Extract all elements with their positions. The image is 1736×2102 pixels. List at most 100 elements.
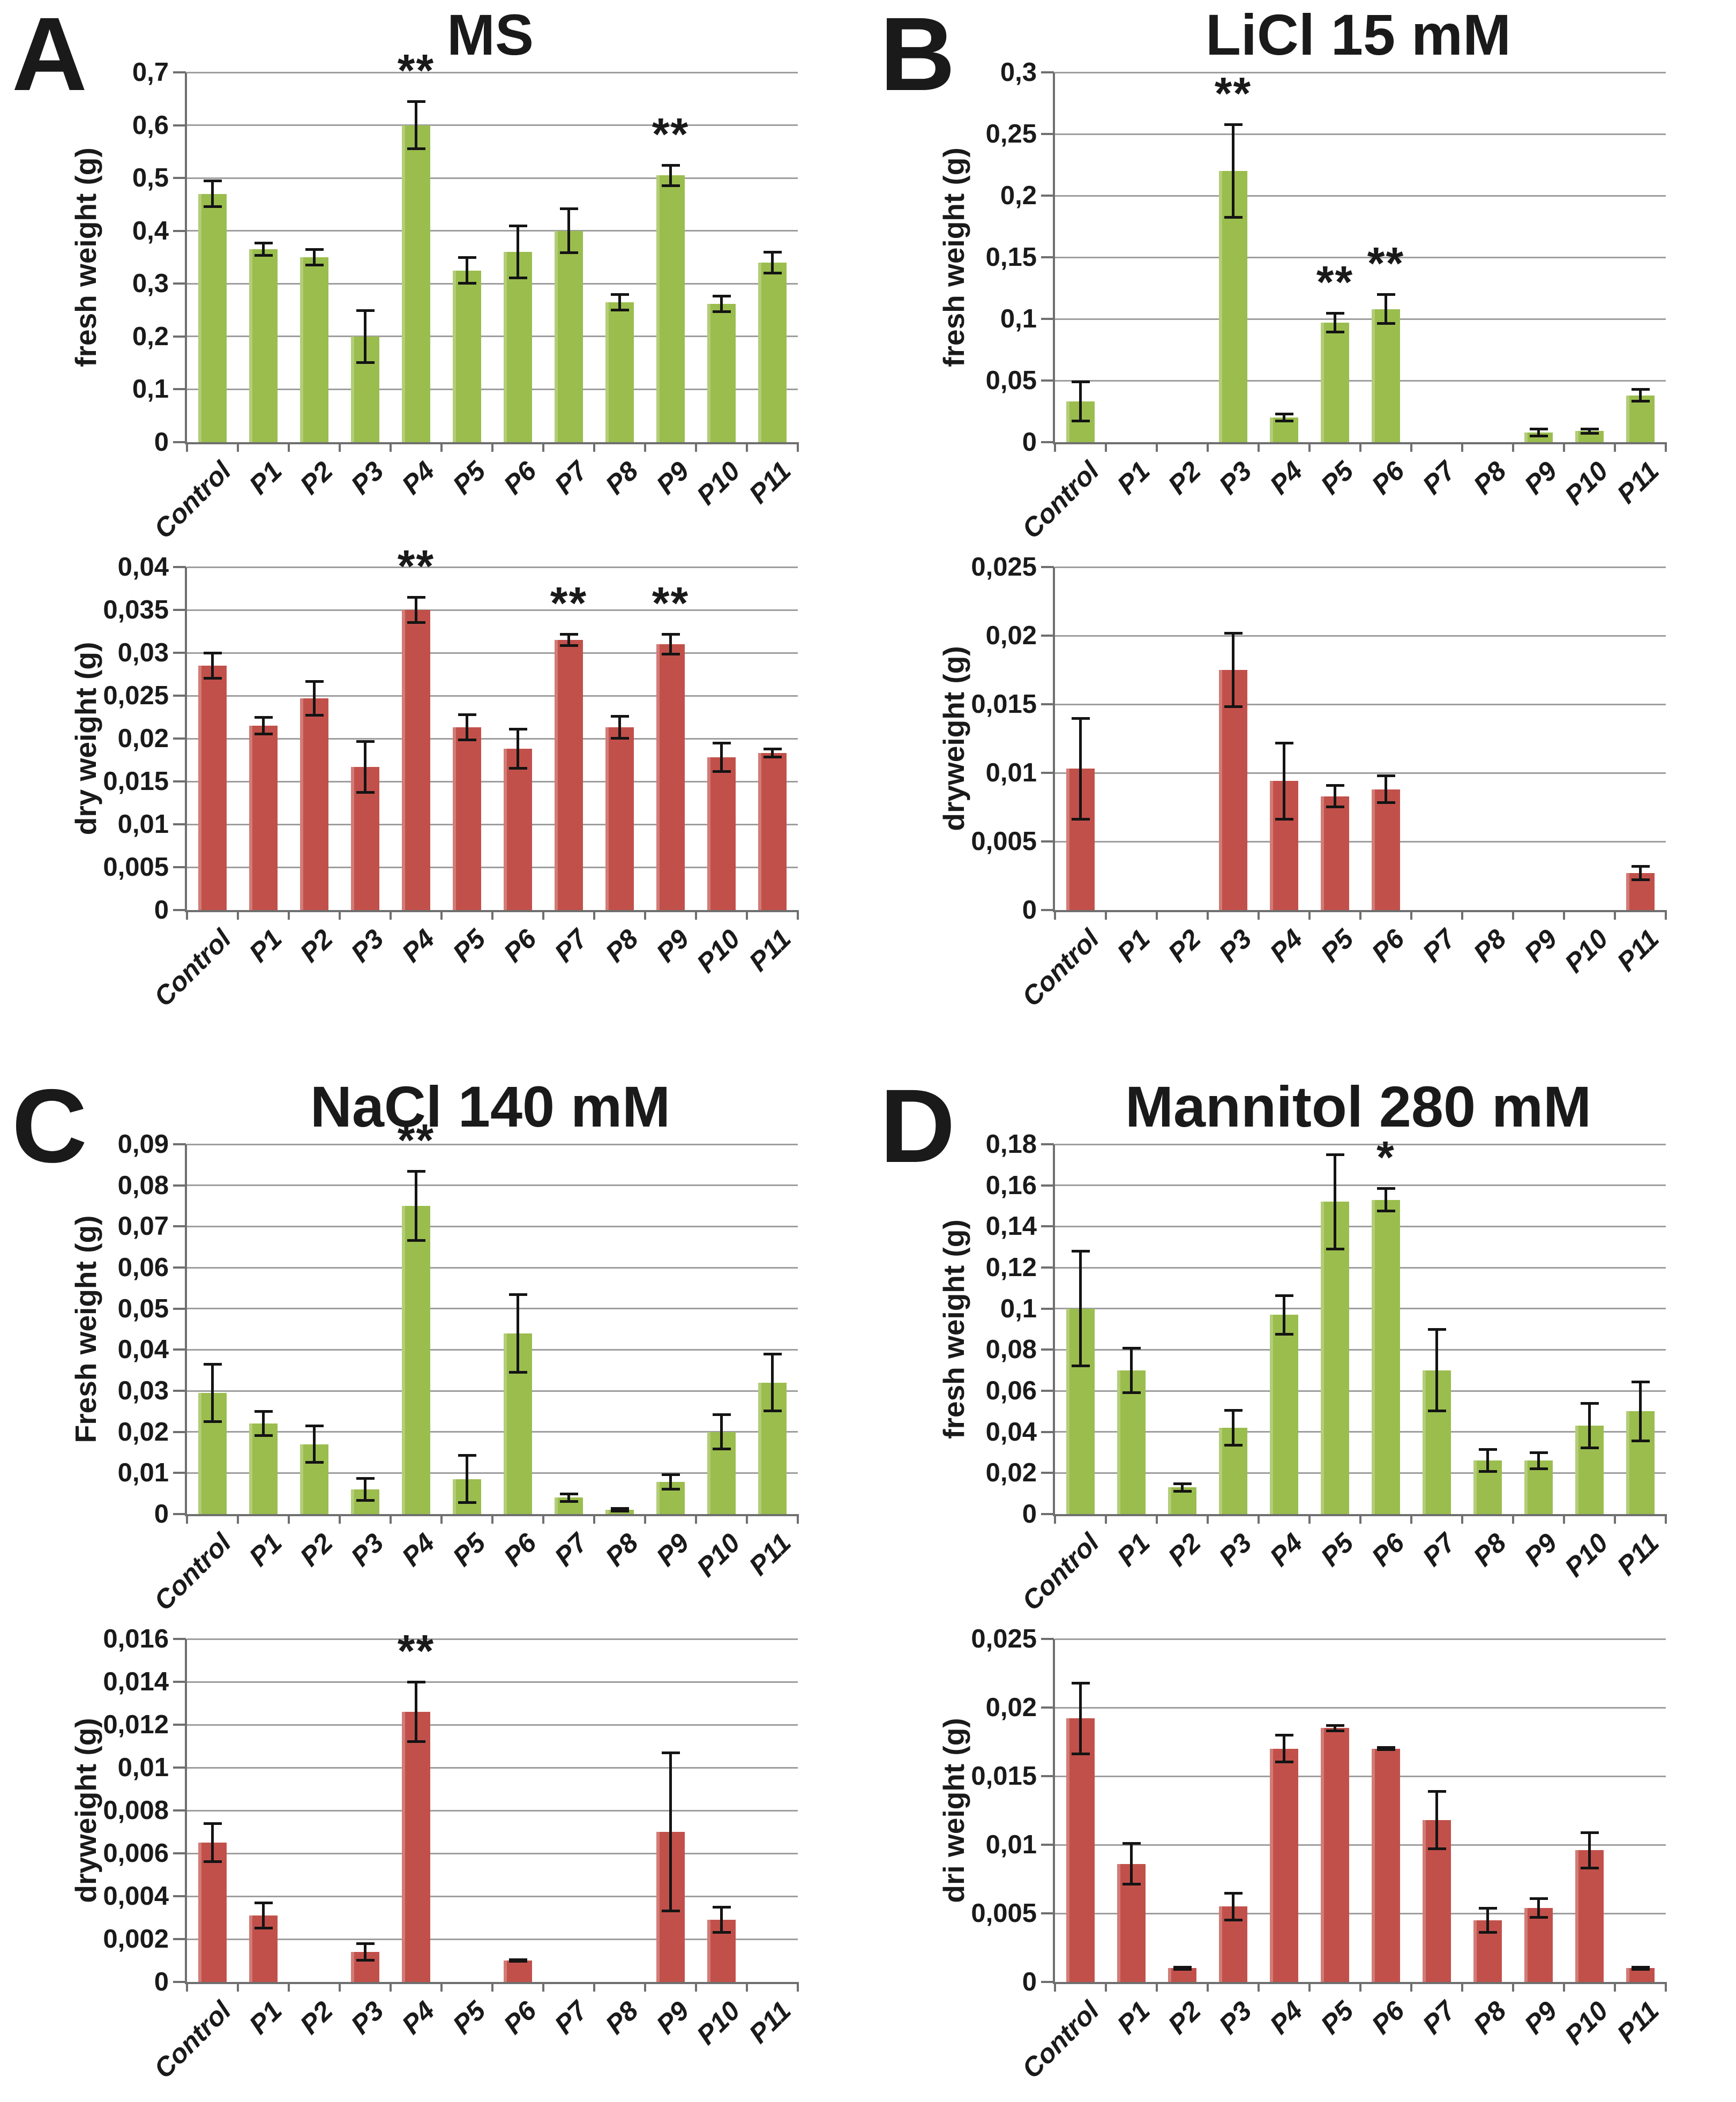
gridline	[187, 230, 798, 232]
y-tick-label: 0,015	[971, 1762, 1037, 1791]
error-bar	[1283, 1735, 1285, 1763]
chart-ms-fresh-weight: 0 0,1 0,2 0,3 0,4 0,5 0,6 0,7 ** ** fresh weight (…	[0, 48, 868, 565]
x-tick-mark	[339, 1514, 341, 1524]
error-bar-cap-bottom	[1275, 1332, 1293, 1336]
bar-p4	[1270, 1748, 1298, 1982]
y-tick-label: 0,035	[103, 595, 169, 624]
gridline	[1055, 1912, 1666, 1914]
error-bar	[1334, 1725, 1336, 1731]
bar-p9	[656, 175, 685, 442]
y-tick-mark	[173, 1307, 186, 1310]
error-bar-cap-top	[1529, 1897, 1548, 1900]
plot-area: 0 0,005 0,01 0,015 0,02 0,025	[971, 1624, 1667, 1996]
bar-p1	[249, 726, 278, 910]
error-bar	[1385, 1188, 1387, 1211]
error-bar-cap-top	[305, 1425, 324, 1428]
x-tick-mark	[288, 442, 290, 452]
x-tick-mark	[644, 910, 646, 920]
error-bar-cap-bottom	[1529, 1467, 1548, 1470]
x-tick-mark	[186, 910, 188, 920]
x-tick-mark	[695, 910, 697, 920]
error-bar-cap-bottom	[1580, 1866, 1599, 1869]
panel-b: B LiCl 15 mM 0 0,05 0,1 0,15 0,2 0,25 0,3 ** ** *…	[868, 0, 1736, 1045]
x-tick-mark	[542, 910, 544, 920]
bar-p2	[300, 698, 328, 910]
gridline	[1055, 71, 1666, 73]
error-bar-cap-top	[763, 251, 782, 254]
x-tick-mark	[1207, 910, 1209, 920]
y-tick-mark	[1041, 1184, 1054, 1187]
y-axis-label: dryweight (g)	[937, 646, 970, 831]
bar-p4	[402, 125, 430, 442]
error-bar-cap-bottom	[712, 1447, 731, 1450]
bar-p5	[1321, 1728, 1349, 1982]
error-bar-cap-top	[1376, 293, 1395, 296]
gridline	[187, 1681, 798, 1683]
error-bar-cap-top	[356, 1942, 375, 1945]
error-bar-cap-bottom	[559, 251, 578, 255]
panel-d-letter: D	[880, 1068, 955, 1184]
y-tick-mark	[1041, 909, 1054, 911]
x-tick-mark	[695, 1514, 697, 1524]
y-tick-mark	[1041, 1638, 1054, 1640]
error-bar-cap-bottom	[1427, 1847, 1446, 1850]
y-tick-mark	[1041, 1307, 1054, 1310]
error-bar	[1486, 1449, 1489, 1472]
gridline	[187, 177, 798, 179]
y-tick-mark	[173, 823, 186, 825]
error-bar-cap-top	[559, 632, 578, 636]
error-bar-cap-bottom	[203, 205, 222, 208]
x-tick-mark	[339, 442, 341, 452]
x-tick-mark	[390, 910, 392, 920]
error-bar-cap-top	[1071, 1250, 1090, 1253]
error-bar	[466, 257, 468, 284]
error-bar-cap-bottom	[1529, 434, 1548, 437]
error-bar	[567, 1493, 570, 1502]
bar-p6	[1372, 309, 1400, 442]
error-bar-cap-bottom	[1326, 1247, 1344, 1250]
y-tick-label: 0,015	[103, 767, 169, 796]
y-tick-mark	[1041, 635, 1054, 637]
significance-marker: **	[1367, 238, 1405, 288]
bar-p8	[605, 302, 634, 442]
y-tick-label: 0,02	[985, 1458, 1037, 1488]
y-tick-label: 0,16	[985, 1171, 1037, 1200]
bar-p4	[402, 1712, 430, 1982]
error-bar-cap-top	[661, 632, 680, 636]
x-tick-mark	[746, 910, 748, 920]
error-bar-cap-top	[407, 1681, 425, 1683]
y-tick-label: 0	[1022, 1967, 1037, 1996]
x-tick-mark	[1105, 910, 1107, 920]
error-bar	[466, 1455, 468, 1503]
error-bar	[618, 294, 621, 310]
error-bar	[720, 743, 723, 772]
error-bar-cap-bottom	[203, 677, 222, 680]
x-tick-mark	[1512, 1514, 1514, 1524]
bar-p5	[1321, 1202, 1349, 1514]
bar-control	[1066, 1718, 1095, 1982]
bar-p11	[1626, 395, 1655, 442]
error-bar-cap-top	[1631, 865, 1650, 868]
panel-a: A MS 0 0,1 0,2 0,3 0,4 0,5 0,6 0,7 ** ** fresh wei…	[0, 0, 868, 1045]
panel-b-letter: B	[880, 0, 955, 113]
error-bar-cap-top	[458, 256, 476, 259]
gridline	[1055, 1266, 1666, 1269]
significance-marker: **	[652, 577, 690, 628]
error-bar-cap-top	[559, 207, 578, 211]
x-tick-mark	[1054, 1514, 1056, 1524]
error-bar	[1232, 1892, 1234, 1920]
x-tick-mark	[440, 1514, 443, 1524]
error-bar	[262, 717, 265, 734]
error-bar	[1283, 742, 1285, 820]
error-bar	[669, 1753, 672, 1911]
error-bar-cap-top	[1071, 717, 1090, 720]
y-tick-mark	[1041, 1266, 1054, 1269]
y-tick-label: 0,04	[117, 553, 169, 582]
x-tick-mark	[1410, 910, 1412, 920]
plot-area: 0 0,01 0,02 0,03 0,04 0,05 0,06 0,07 0,08 0,09 **	[118, 1117, 799, 1529]
x-tick-mark	[1665, 1982, 1667, 1992]
significance-marker: **	[397, 45, 435, 96]
gridline	[1055, 840, 1666, 843]
error-bar	[1079, 718, 1082, 820]
y-tick-mark	[1041, 1912, 1054, 1914]
